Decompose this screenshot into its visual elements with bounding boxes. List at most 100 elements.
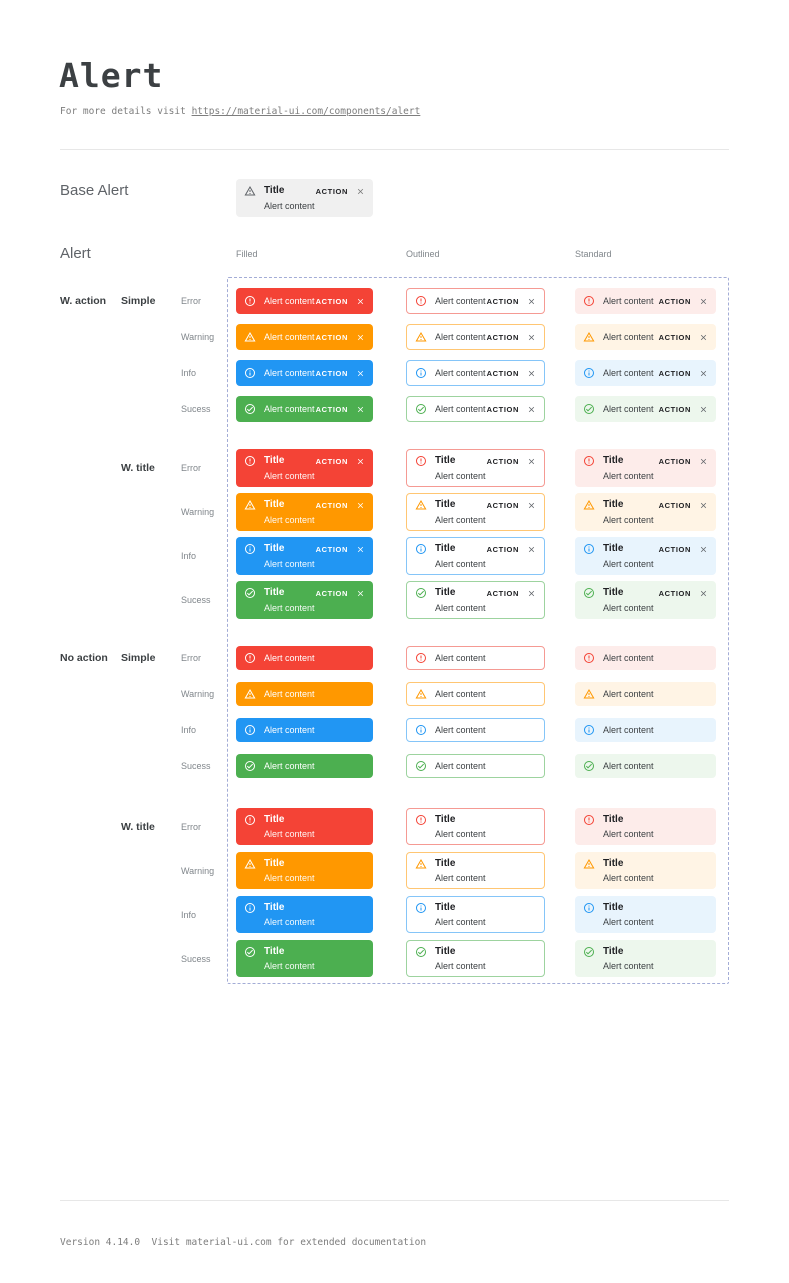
alert-row: Alert content: [415, 688, 536, 701]
alert-content: Alert content: [435, 404, 486, 414]
action-button[interactable]: ACTION: [658, 404, 691, 414]
alert-content: Alert content: [603, 725, 654, 735]
close-icon[interactable]: [527, 589, 536, 598]
action-button[interactable]: ACTION: [486, 296, 519, 306]
alert-content: Alert content: [264, 404, 315, 414]
close-icon[interactable]: [527, 369, 536, 378]
close-icon[interactable]: [699, 297, 708, 306]
alert-content: Alert content: [435, 368, 486, 378]
action-button[interactable]: ACTION: [315, 500, 348, 510]
severity-label-warning: Warning: [181, 865, 215, 876]
close-icon[interactable]: [356, 457, 365, 466]
alert-row: Title: [244, 901, 365, 914]
action-button[interactable]: ACTION: [658, 500, 691, 510]
close-icon[interactable]: [356, 545, 365, 554]
action-button[interactable]: ACTION: [315, 404, 348, 414]
close-icon[interactable]: [699, 589, 708, 598]
alert-content: Alert content: [264, 558, 315, 569]
info-circle-icon: [583, 724, 595, 736]
warning-triangle-icon: [583, 858, 595, 870]
alert-title: Title: [435, 587, 456, 598]
footer-text: Version 4.14.0 Visit material-ui.com for…: [60, 1237, 427, 1248]
action-button[interactable]: ACTION: [315, 296, 348, 306]
close-icon[interactable]: [699, 333, 708, 342]
close-icon[interactable]: [356, 333, 365, 342]
action-button[interactable]: ACTION: [486, 368, 519, 378]
base-alert-header-row: Title ACTION: [244, 185, 365, 198]
action-button[interactable]: ACTION: [658, 368, 691, 378]
alert-row: Alert content: [583, 724, 708, 737]
alert-row: Alert content: [583, 760, 708, 773]
alert-content: Alert content: [603, 653, 654, 663]
warning-triangle-icon: [244, 499, 256, 511]
close-icon[interactable]: [699, 405, 708, 414]
action-button[interactable]: ACTION: [658, 588, 691, 598]
close-icon[interactable]: [699, 369, 708, 378]
alert-title: Title: [435, 499, 456, 510]
close-icon[interactable]: [699, 501, 708, 510]
alert-content: Alert content: [603, 404, 654, 414]
close-icon[interactable]: [527, 297, 536, 306]
action-button[interactable]: ACTION: [486, 456, 519, 466]
alert-row: Title: [583, 901, 708, 914]
severity-label-info: Info: [181, 368, 197, 378]
alert-content: Alert content: [264, 873, 315, 883]
alert-content: Alert content: [603, 514, 654, 525]
error-circle-icon: [415, 814, 427, 826]
alert-row: Title: [415, 945, 536, 958]
close-icon[interactable]: [356, 187, 365, 196]
close-icon[interactable]: [356, 501, 365, 510]
severity-label-error: Error: [181, 463, 201, 473]
alert-content: Alert content: [264, 470, 315, 481]
action-button[interactable]: ACTION: [658, 544, 691, 554]
action-button[interactable]: ACTION: [315, 588, 348, 598]
close-icon[interactable]: [699, 545, 708, 554]
alert-outlined-warning: Alert content: [406, 682, 545, 706]
alert-filled-error: Title ACTION Alert content: [236, 449, 373, 487]
close-icon[interactable]: [699, 457, 708, 466]
severity-label-warning: Warning: [181, 689, 215, 699]
close-icon[interactable]: [527, 545, 536, 554]
alert-standard-error: Alert content: [575, 646, 716, 670]
action-button[interactable]: ACTION: [658, 456, 691, 466]
close-icon[interactable]: [527, 501, 536, 510]
action-button[interactable]: ACTION: [315, 186, 348, 196]
success-check-icon: [244, 946, 256, 958]
close-icon[interactable]: [527, 457, 536, 466]
action-button[interactable]: ACTION: [486, 588, 519, 598]
action-button[interactable]: ACTION: [315, 456, 348, 466]
alert-title: Title: [264, 543, 285, 554]
action-button[interactable]: ACTION: [486, 404, 519, 414]
docs-link[interactable]: https://material-ui.com/components/alert: [191, 106, 421, 117]
action-button[interactable]: ACTION: [658, 296, 691, 306]
alert-content: Alert content: [603, 917, 654, 927]
action-button[interactable]: ACTION: [315, 332, 348, 342]
alert-content: Alert content: [435, 761, 486, 771]
alert-outlined-info: Title ACTION Alert content: [406, 537, 545, 575]
action-button[interactable]: ACTION: [486, 500, 519, 510]
alert-title: Title: [264, 499, 285, 510]
action-button[interactable]: ACTION: [658, 332, 691, 342]
close-icon[interactable]: [527, 333, 536, 342]
alert-title: Title: [603, 901, 624, 913]
alert-row: Title ACTION: [583, 499, 708, 512]
alert-title: Title: [435, 901, 456, 913]
action-button[interactable]: ACTION: [486, 332, 519, 342]
alert-filled-info: Title ACTION Alert content: [236, 537, 373, 575]
warning-triangle-icon: [583, 499, 595, 511]
close-icon[interactable]: [356, 405, 365, 414]
alert-outlined-error: Alert content ACTION: [406, 288, 545, 314]
success-check-icon: [415, 946, 427, 958]
close-icon[interactable]: [527, 405, 536, 414]
close-icon[interactable]: [356, 369, 365, 378]
alert-content: Alert content: [264, 200, 315, 211]
severity-label-error: Error: [181, 653, 201, 663]
close-icon[interactable]: [356, 589, 365, 598]
action-button[interactable]: ACTION: [486, 544, 519, 554]
column-header-filled: Filled: [236, 249, 258, 259]
alert-content: Alert content: [603, 873, 654, 883]
close-icon[interactable]: [356, 297, 365, 306]
alert-row: Alert content ACTION: [244, 295, 365, 308]
action-button[interactable]: ACTION: [315, 544, 348, 554]
action-button[interactable]: ACTION: [315, 368, 348, 378]
